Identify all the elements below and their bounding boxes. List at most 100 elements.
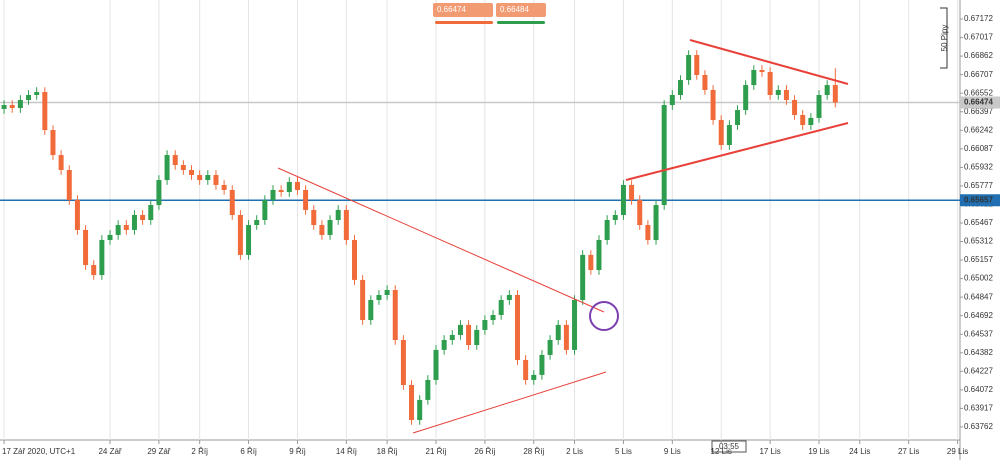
candle-body xyxy=(262,200,268,220)
y-tick-label: 0.64227 xyxy=(964,366,993,375)
candle-body xyxy=(392,289,398,340)
x-tick-label: 29 Zář xyxy=(147,447,170,456)
candle-body xyxy=(343,209,349,240)
candle-body xyxy=(792,100,798,115)
candle-body xyxy=(99,239,105,276)
candle-body xyxy=(42,91,48,131)
y-tick-label: 0.66862 xyxy=(964,51,993,60)
x-tick-label: 29 Lis xyxy=(947,447,968,456)
candle-body xyxy=(514,295,520,360)
candle-body xyxy=(311,209,317,226)
candle-body xyxy=(449,334,455,340)
candle-body xyxy=(482,320,488,330)
candle-body xyxy=(588,254,594,271)
scale-bracket xyxy=(940,7,948,69)
candle-body xyxy=(74,200,80,230)
x-tick-label: 12 Lis xyxy=(711,447,732,456)
candle-body xyxy=(417,399,423,421)
y-tick-label: 0.65312 xyxy=(964,237,993,246)
candle-body xyxy=(808,117,814,126)
candle-body xyxy=(677,80,683,95)
candle-body xyxy=(205,175,211,181)
candle-body xyxy=(180,164,186,170)
candle-body xyxy=(351,239,357,280)
candle-body xyxy=(645,225,651,240)
candle-body xyxy=(457,324,463,335)
y-tick-label: 0.64382 xyxy=(964,348,993,357)
candle-body xyxy=(563,324,569,350)
candle-body xyxy=(83,229,89,265)
candle-body xyxy=(140,214,146,220)
candle-body xyxy=(221,184,227,190)
y-tick-label: 0.65777 xyxy=(964,181,993,190)
candle-body xyxy=(148,205,154,220)
candle-body xyxy=(26,94,32,101)
y-tick-label: 0.63917 xyxy=(964,404,993,413)
candle-body xyxy=(539,354,545,375)
candle-body xyxy=(506,295,512,301)
candle-body xyxy=(164,155,170,181)
price-label: 0.65657 xyxy=(964,195,993,204)
y-tick-label: 0.64072 xyxy=(964,385,993,394)
sell-bar xyxy=(435,21,493,24)
candle-body xyxy=(425,379,431,400)
x-tick-label: 18 Říj xyxy=(377,447,398,456)
candle-body xyxy=(759,69,765,73)
candle-body xyxy=(246,225,252,255)
candle-body xyxy=(637,200,643,226)
price-axis-bg xyxy=(960,0,1000,460)
candle-body xyxy=(131,214,137,230)
candle-body xyxy=(172,155,178,165)
x-tick-label: 9 Lis xyxy=(664,447,681,456)
candle-body xyxy=(735,110,741,126)
x-tick-label: 17 Zář 2020, UTC+1 xyxy=(2,447,76,456)
price-label-bg xyxy=(960,96,1000,109)
y-tick-label: 0.64692 xyxy=(964,311,993,320)
time-box xyxy=(711,440,747,453)
x-tick-label: 6 Říj xyxy=(240,447,257,456)
y-tick-label: 0.65157 xyxy=(964,255,993,264)
candle-body xyxy=(710,89,716,120)
candle-body xyxy=(156,180,162,206)
candle-body xyxy=(197,175,203,181)
candle-body xyxy=(376,295,382,301)
candle-body xyxy=(555,324,561,340)
candle-body xyxy=(702,75,708,90)
candle-body xyxy=(319,225,325,235)
candle-body xyxy=(726,125,732,145)
sell-button[interactable]: 0.66474 xyxy=(433,3,493,17)
y-tick-label: 0.66707 xyxy=(964,70,993,79)
trend-line xyxy=(412,371,607,434)
x-tick-label: 9 Říj xyxy=(289,447,306,456)
candle-body xyxy=(474,329,480,346)
candle-body xyxy=(278,189,284,193)
candle-body xyxy=(694,55,700,76)
candle-body xyxy=(189,169,195,176)
candle-body xyxy=(107,234,113,240)
candle-body xyxy=(620,184,626,215)
candle-body xyxy=(490,314,496,321)
candle-body xyxy=(718,119,724,145)
candles xyxy=(1,50,838,425)
candle-body xyxy=(653,205,659,240)
candle-body xyxy=(360,279,366,321)
candle-body xyxy=(523,359,529,380)
y-tick-label: 0.63762 xyxy=(964,422,993,431)
candle-body xyxy=(580,254,586,301)
candle-body xyxy=(669,94,675,106)
buy-button[interactable]: 0.66484 xyxy=(496,3,546,17)
candle-body xyxy=(270,189,276,201)
candle-body xyxy=(50,130,56,156)
candle-body xyxy=(612,214,618,220)
price-label-bg xyxy=(960,194,1000,207)
x-tick-label: 21 Říj xyxy=(426,447,447,456)
x-tick-label: 17 Lis xyxy=(759,447,780,456)
candle-body xyxy=(294,181,300,190)
candle-body xyxy=(123,225,129,230)
y-tick-label: 0.66397 xyxy=(964,107,993,116)
y-tick-label: 0.66242 xyxy=(964,125,993,134)
candle-body xyxy=(400,339,406,385)
candle-body xyxy=(751,69,757,86)
price-label: 0.66474 xyxy=(964,98,993,107)
